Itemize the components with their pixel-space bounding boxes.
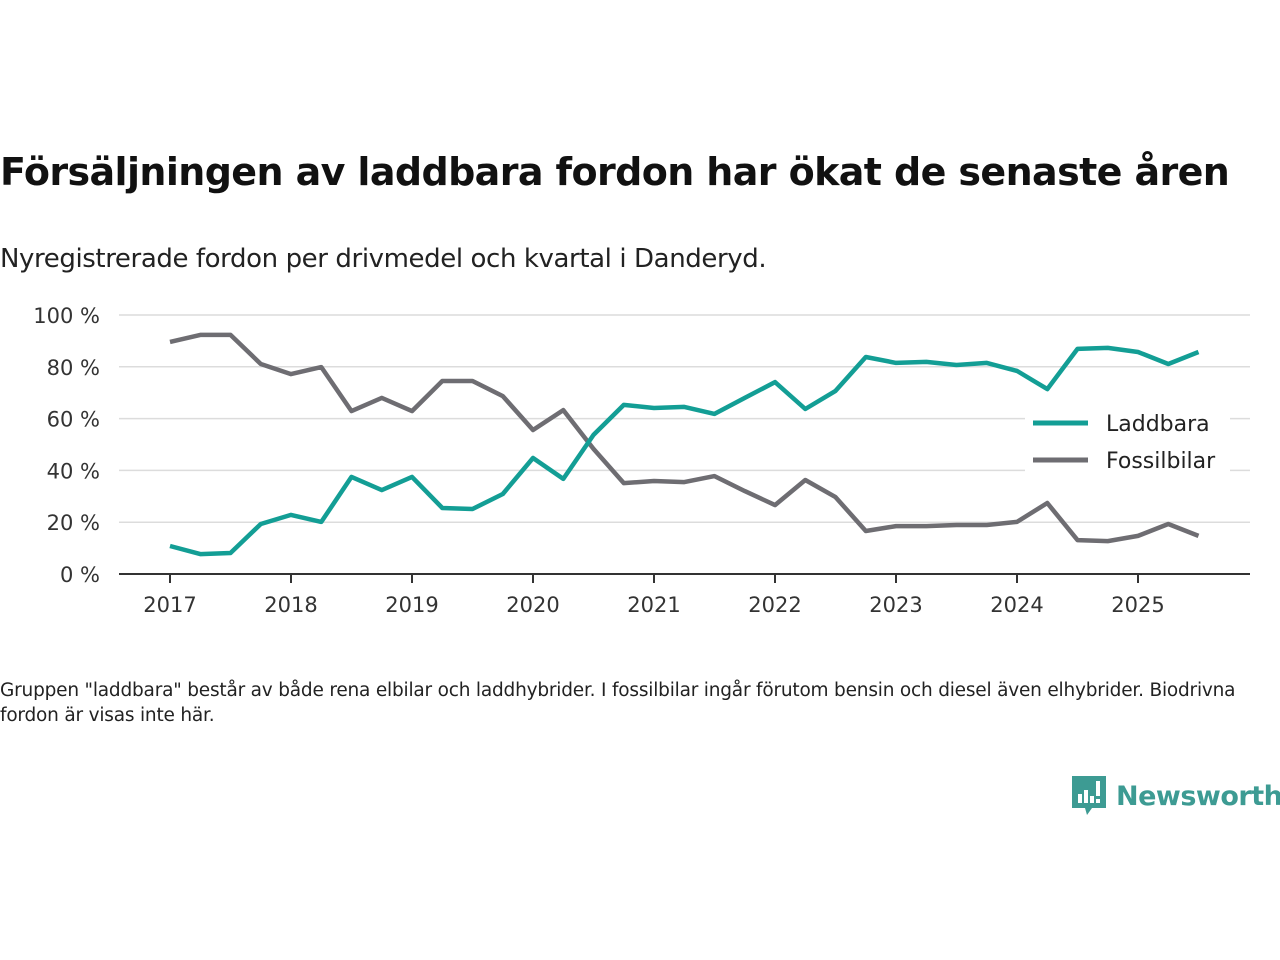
y-tick-label: 80 % (47, 356, 100, 380)
y-tick-label: 0 % (60, 563, 100, 587)
chart-subtitle: Nyregistrerade fordon per drivmedel och … (0, 244, 767, 274)
x-tick-label: 2021 (627, 593, 680, 617)
legend-background (1025, 400, 1230, 480)
y-tick-label: 40 % (47, 459, 100, 483)
x-tick-label: 2025 (1111, 593, 1164, 617)
x-tick-label: 2017 (143, 593, 196, 617)
y-axis: 0 % 20 % 40 % 60 % 80 % 100 % (33, 304, 100, 587)
logo-text: Newsworthy (1116, 780, 1280, 812)
x-tick-label: 2019 (385, 593, 438, 617)
y-tick-label: 60 % (47, 408, 100, 432)
series-line-fossilbilar (169, 332, 1200, 544)
x-tick-label: 2024 (990, 593, 1043, 617)
legend: Laddbara Fossilbilar (1025, 400, 1230, 480)
x-tick-label: 2023 (869, 593, 922, 617)
x-tick-label: 2020 (506, 593, 559, 617)
line-chart: 0 % 20 % 40 % 60 % 80 % 100 % 2017 2018 2019 202… (33, 304, 1250, 617)
legend-label: Fossilbilar (1106, 449, 1216, 474)
x-axis: 2017 2018 2019 2020 2021 2022 2023 2024 2025 (119, 573, 1250, 617)
series-lines (169, 332, 1200, 557)
footnote: Gruppen "laddbara" består av både rena e… (0, 680, 1236, 726)
y-tick-label: 100 % (33, 304, 100, 328)
x-tick-label: 2018 (264, 593, 317, 617)
series-line-laddbara (169, 345, 1200, 557)
legend-label: Laddbara (1106, 412, 1210, 437)
y-tick-label: 20 % (47, 511, 100, 535)
bar-chart-speech-bubble-icon (1072, 776, 1106, 815)
x-tick-label: 2022 (748, 593, 801, 617)
chart-title: Försäljningen av laddbara fordon har öka… (0, 150, 1230, 194)
newsworthy-logo: Newsworthy (1072, 776, 1280, 816)
